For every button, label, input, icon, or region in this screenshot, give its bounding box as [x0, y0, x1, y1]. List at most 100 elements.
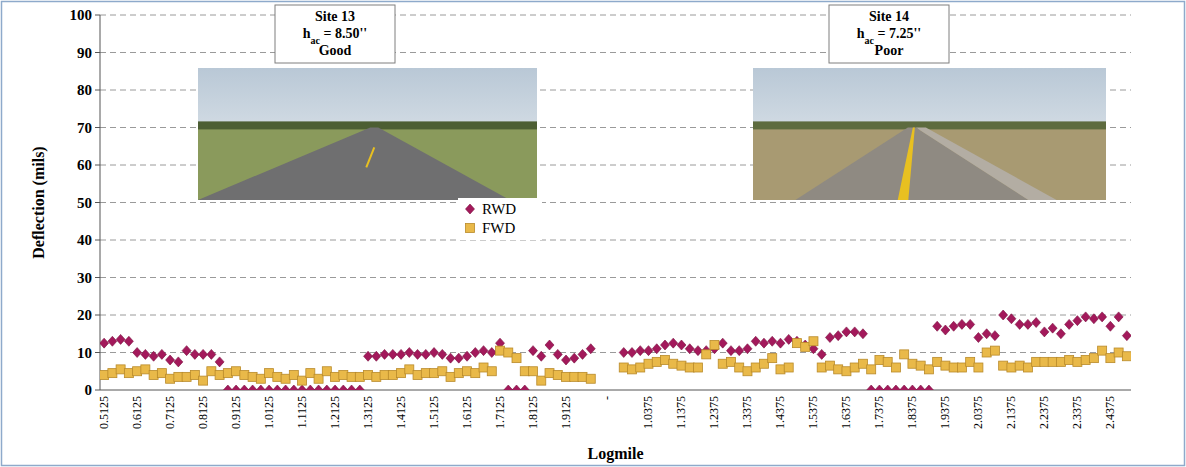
point: [1048, 357, 1057, 366]
point: [529, 367, 538, 376]
chart-frame: [2, 2, 1185, 466]
point: [413, 349, 422, 359]
point: [1007, 314, 1016, 324]
point: [726, 357, 735, 366]
grid-line: [100, 315, 1131, 316]
point: [1007, 363, 1016, 372]
point: [801, 342, 810, 351]
point: [438, 349, 447, 359]
point: [372, 351, 381, 361]
point: [405, 348, 414, 358]
var: h: [857, 26, 865, 41]
point: [825, 361, 834, 370]
point: [1073, 316, 1082, 326]
point: [693, 346, 702, 356]
point: [636, 363, 645, 372]
point: [529, 346, 538, 356]
x-tick-label: 1.5125: [427, 396, 441, 429]
point: [669, 338, 678, 348]
point: [454, 353, 463, 363]
x-tick-label: 1.9375: [938, 396, 952, 429]
point: [1122, 331, 1131, 341]
y-tick: [95, 240, 100, 241]
point: [1032, 318, 1041, 328]
point: [182, 346, 191, 356]
point: [644, 359, 653, 368]
y-tick-label: 0: [85, 382, 93, 398]
point: [133, 367, 142, 376]
point: [966, 357, 975, 366]
point: [405, 365, 414, 374]
point: [537, 376, 546, 385]
point: [141, 365, 150, 374]
x-tick-label: 1.1125: [295, 396, 309, 429]
legend-marker: [466, 224, 475, 233]
point: [1056, 329, 1065, 339]
point: [388, 371, 397, 380]
point: [347, 385, 356, 390]
point: [487, 348, 496, 358]
photo-trees: [753, 121, 1106, 129]
point: [875, 385, 884, 390]
point: [1048, 323, 1057, 333]
site-condition: Good: [319, 43, 352, 58]
legend-marker: [466, 204, 475, 214]
photo-line: [898, 127, 915, 200]
x-tick-label: 0.9125: [229, 396, 243, 429]
point: [553, 371, 562, 380]
y-tick: [95, 165, 100, 166]
point: [281, 374, 290, 383]
point: [1081, 312, 1090, 322]
x-tick-label: 1.9125: [559, 396, 573, 429]
point: [627, 365, 636, 374]
point: [990, 331, 999, 341]
point: [1098, 312, 1107, 322]
point: [248, 372, 257, 381]
point: [520, 385, 529, 390]
point: [1015, 361, 1024, 370]
point: [891, 363, 900, 372]
x-tick-label: 1.0375: [641, 396, 655, 429]
y-tick: [95, 15, 100, 16]
point: [900, 350, 909, 359]
point: [562, 355, 571, 365]
point: [735, 346, 744, 356]
y-tick: [95, 90, 100, 91]
point: [322, 367, 331, 376]
point: [149, 371, 158, 380]
x-tick-label: 1.4125: [394, 396, 408, 429]
y-tick: [95, 352, 100, 353]
x-tick-label: 1.3125: [361, 396, 375, 429]
x-tick-label: 2.3375: [1070, 396, 1084, 429]
point: [265, 369, 274, 378]
point: [619, 348, 628, 358]
point: [306, 369, 315, 378]
point: [784, 363, 793, 372]
point: [314, 374, 323, 383]
point: [949, 363, 958, 372]
point: [850, 363, 859, 372]
point: [496, 346, 505, 355]
photo-field: [198, 127, 537, 200]
x-tick-label: 1.7375: [872, 396, 886, 429]
point: [520, 367, 529, 376]
point: [446, 372, 455, 381]
point: [108, 336, 117, 346]
point: [265, 385, 274, 390]
point: [586, 344, 595, 354]
photo-sky: [753, 68, 1106, 200]
photo-shoulder: [916, 127, 1057, 200]
point: [388, 349, 397, 359]
point: [916, 361, 925, 370]
point: [157, 369, 166, 378]
point: [875, 356, 884, 365]
point: [644, 346, 653, 356]
point: [430, 348, 439, 358]
point: [364, 351, 373, 361]
point: [347, 372, 356, 381]
point: [1065, 356, 1074, 365]
point: [364, 371, 373, 380]
point: [1023, 319, 1032, 329]
y-tick-label: 80: [77, 82, 92, 98]
point: [759, 338, 768, 348]
